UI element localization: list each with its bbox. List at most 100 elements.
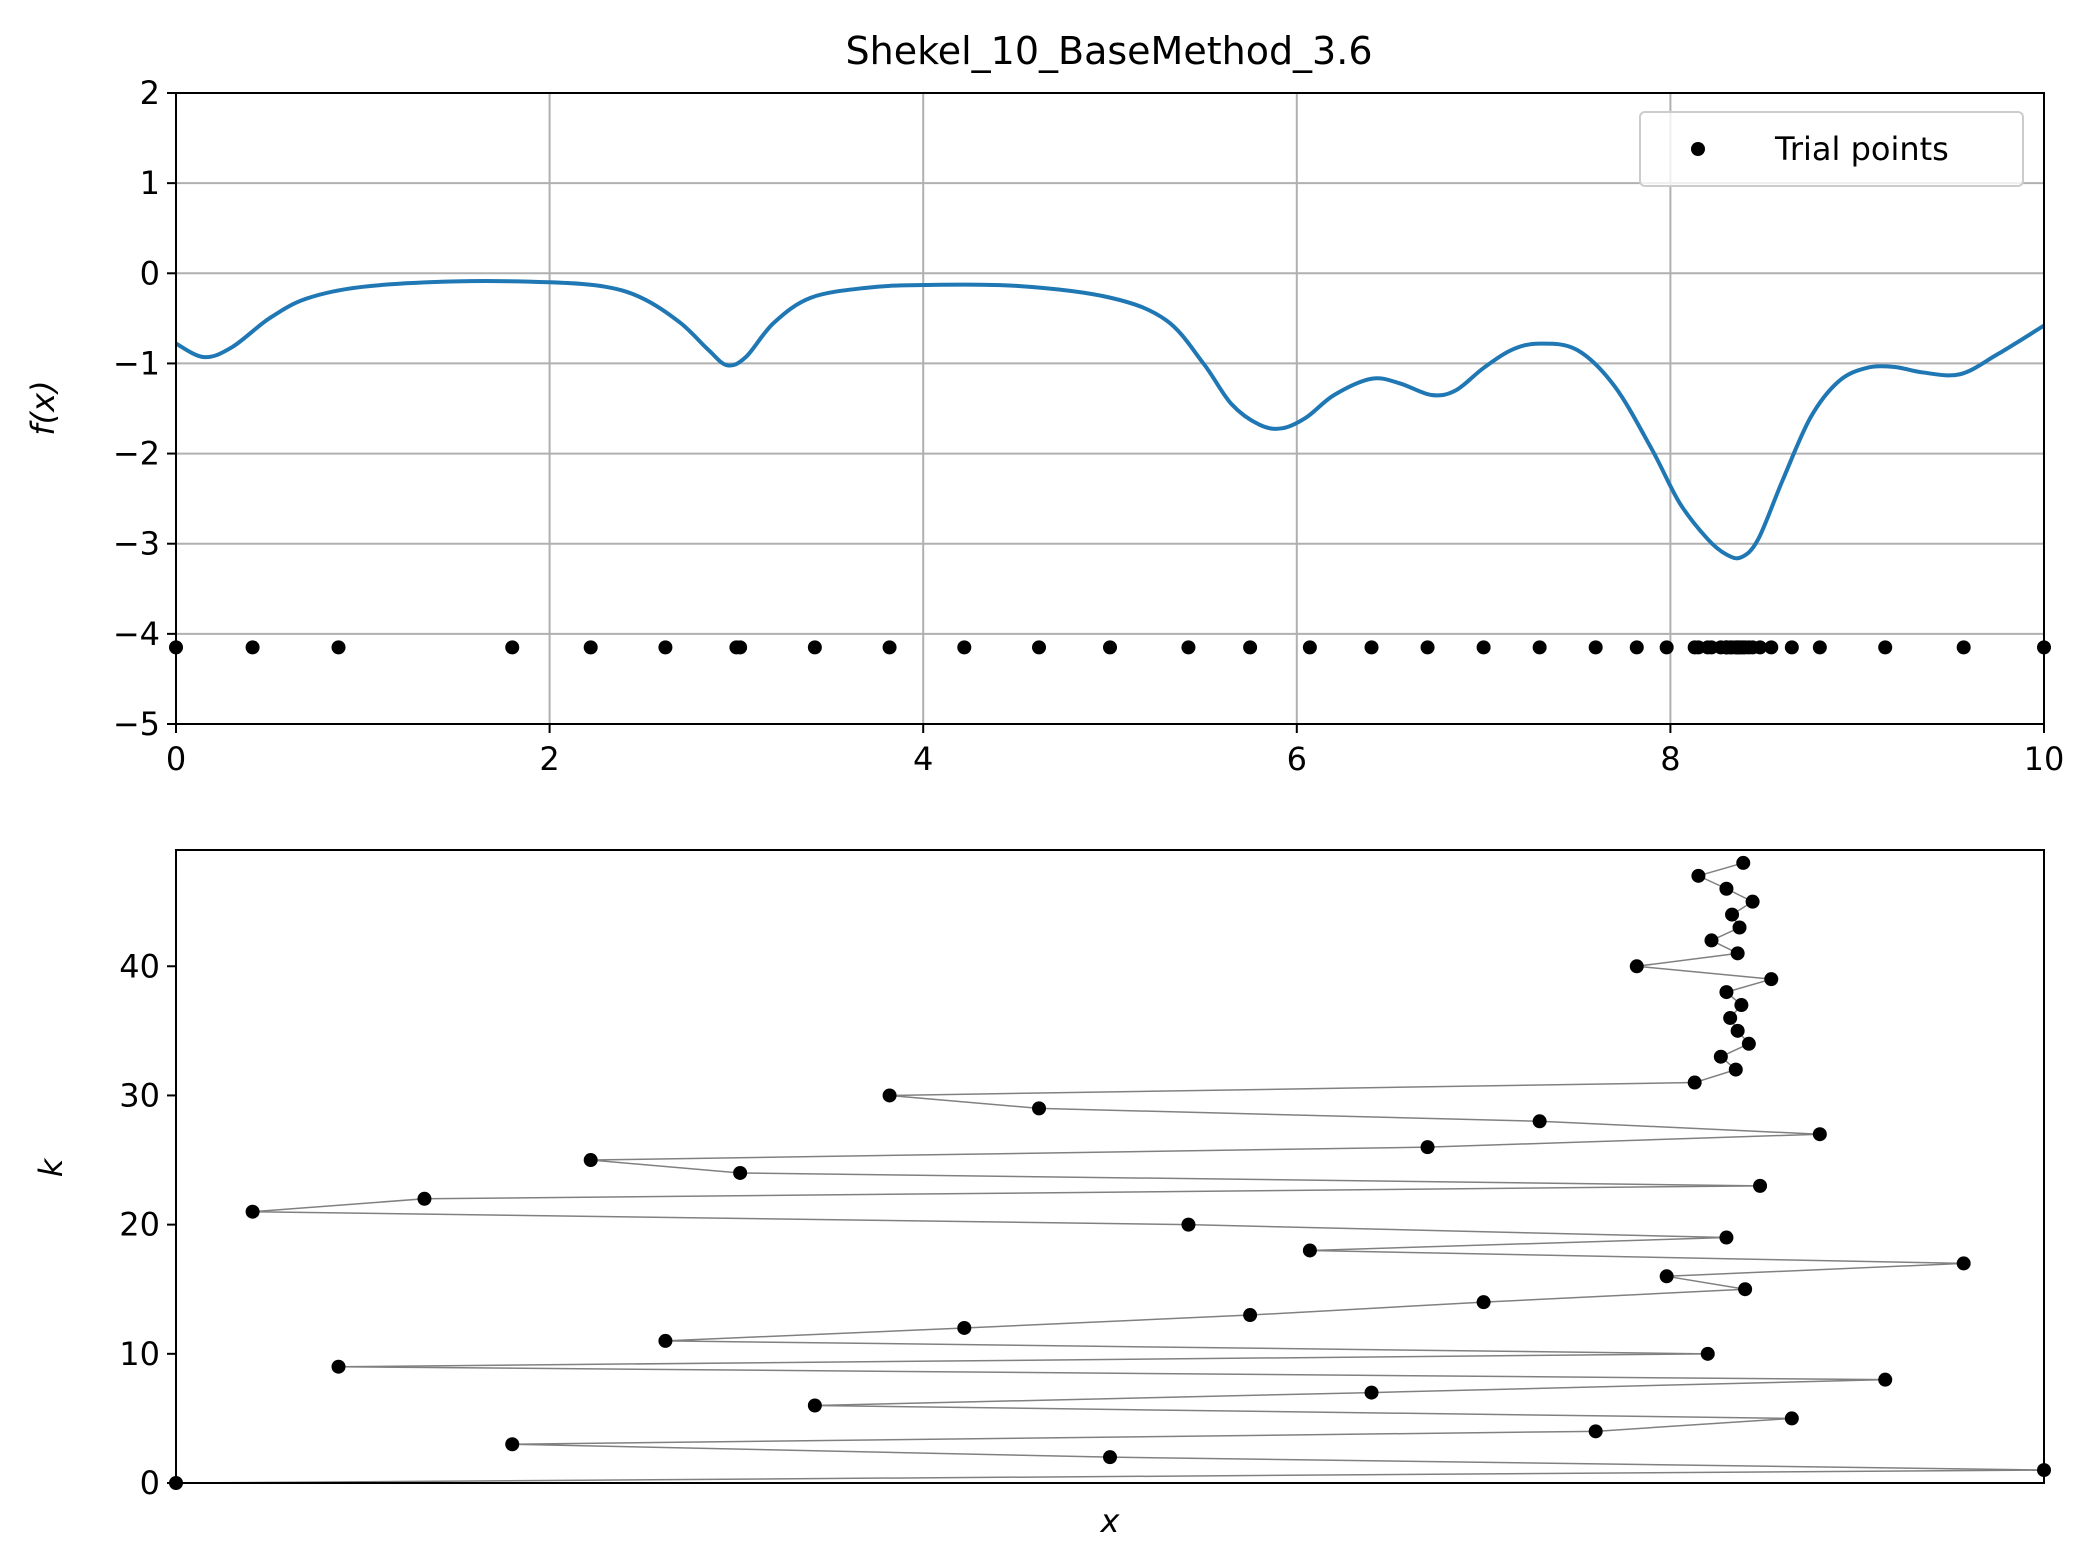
trajectory-segment [512, 1430, 1596, 1445]
trial-point [1364, 640, 1379, 655]
k-tick-label: 30 [119, 1076, 160, 1114]
trajectory-plot: 0 10 20 30 40 x k [32, 849, 2051, 1540]
trajectory-segment [1636, 952, 1738, 968]
trajectory-point [957, 1320, 972, 1335]
trajectory-point [1719, 1230, 1734, 1245]
trajectory-segment [740, 1172, 1761, 1187]
trajectory-point [1243, 1308, 1258, 1323]
trajectory-point [1713, 1049, 1728, 1064]
trajectory-point [505, 1437, 520, 1452]
trajectory-point [1741, 1036, 1756, 1051]
trajectory-point [1764, 972, 1779, 987]
trial-point [1032, 640, 1047, 655]
trajectory-point [1302, 1243, 1317, 1258]
trajectory-segment [1309, 1249, 1964, 1265]
y-axis-label: f(x) [24, 380, 62, 435]
y-tick-label: 0 [140, 254, 160, 292]
trajectory-segment [1698, 862, 1744, 877]
trial-point [1691, 640, 1706, 655]
legend-box [1639, 111, 2024, 187]
trajectory-point [331, 1359, 346, 1374]
legend: Trial points [1639, 111, 2024, 187]
trajectory-segment [814, 1404, 1792, 1420]
function-curve-group [175, 279, 2046, 561]
trajectory-point [583, 1153, 598, 1168]
trial-point [245, 640, 260, 655]
trajectory-point [1812, 1127, 1827, 1142]
trajectory-point [1878, 1372, 1893, 1387]
trajectory-point [1659, 1269, 1674, 1284]
trial-point [1736, 640, 1751, 655]
y-tick-label: −4 [113, 615, 160, 653]
trajectory-segment [590, 1146, 1428, 1161]
x-axis-label: x [1100, 1502, 1121, 1540]
trajectory-point [1732, 920, 1747, 935]
trajectory-segment [252, 1198, 425, 1213]
trajectory-point [882, 1088, 897, 1103]
trajectory-segment [1250, 1301, 1484, 1316]
trajectory-points [169, 855, 2051, 1490]
trial-point [1704, 640, 1719, 655]
trajectory-point [1734, 998, 1749, 1013]
trial-point [1588, 640, 1603, 655]
trajectory-segment [814, 1391, 1372, 1407]
trial-point [1532, 640, 1547, 655]
trajectory-point [1719, 985, 1734, 1000]
trajectory-segment [1694, 1068, 1737, 1084]
trajectory-segment [338, 1365, 1886, 1381]
plot-frame-bottom [175, 849, 2045, 1484]
x-tick-label: 8 [1660, 740, 1680, 778]
trajectory-point [1103, 1450, 1117, 1465]
trajectory-segment [1539, 1120, 1820, 1135]
trajectory-point [1730, 1023, 1745, 1038]
function-plot: Shekel_10_BaseMethod_3.6 0 2 4 6 8 10 210−1−2… [24, 29, 2064, 778]
trajectory-segment [665, 1327, 965, 1342]
trajectory-point [807, 1398, 822, 1413]
trajectory-segment [1726, 978, 1772, 993]
trajectory-point [1700, 1346, 1715, 1361]
trial-point [1719, 640, 1734, 655]
trajectory-point [1476, 1295, 1491, 1310]
trajectory-point [1723, 1010, 1738, 1025]
trajectory-segment [665, 1340, 1708, 1355]
k-tick-label: 20 [119, 1206, 160, 1244]
k-tick-label: 40 [119, 947, 160, 985]
y-tick-label: 2 [140, 74, 160, 112]
y-tick-label: −5 [113, 705, 160, 743]
trajectory-segment [338, 1353, 1708, 1368]
y-axis: 2 1 0 −1 −2 −3 −4 −5 [113, 74, 176, 743]
trajectory-segment [424, 1185, 1761, 1200]
trajectory-segment [1188, 1223, 1727, 1239]
trajectory-point [1364, 1385, 1379, 1400]
trajectory-point [1745, 894, 1760, 909]
trial-point [1103, 640, 1117, 655]
y-tick-label: −2 [113, 435, 160, 473]
trial-point [807, 640, 822, 655]
trajectory-point [1704, 933, 1719, 948]
trajectory-segment [1109, 1456, 2045, 1471]
trial-point [583, 640, 598, 655]
trajectory-point [733, 1165, 748, 1180]
function-curve [175, 279, 2046, 561]
trajectory-point [1956, 1256, 1971, 1271]
trajectory-point [1032, 1101, 1047, 1116]
chart-title: Shekel_10_BaseMethod_3.6 [845, 29, 1372, 73]
trial-point [658, 640, 673, 655]
trial-point [1629, 640, 1644, 655]
trial-point [1812, 640, 1827, 655]
trajectory-lines [175, 862, 2045, 1484]
trial-point [1784, 640, 1799, 655]
trajectory-point [417, 1191, 432, 1206]
x-tick-label: 10 [2024, 740, 2065, 778]
trial-point [505, 640, 520, 655]
trajectory-point [1784, 1411, 1799, 1426]
k-tick-label: 0 [140, 1464, 160, 1502]
trajectory-point [1691, 868, 1706, 883]
trajectory-segment [590, 1159, 741, 1174]
trajectory-segment [1595, 1417, 1792, 1433]
trajectory-point [1181, 1217, 1196, 1232]
trial-point [331, 640, 346, 655]
trajectory-segment [964, 1314, 1251, 1329]
k-axis-label: k [32, 1157, 70, 1177]
